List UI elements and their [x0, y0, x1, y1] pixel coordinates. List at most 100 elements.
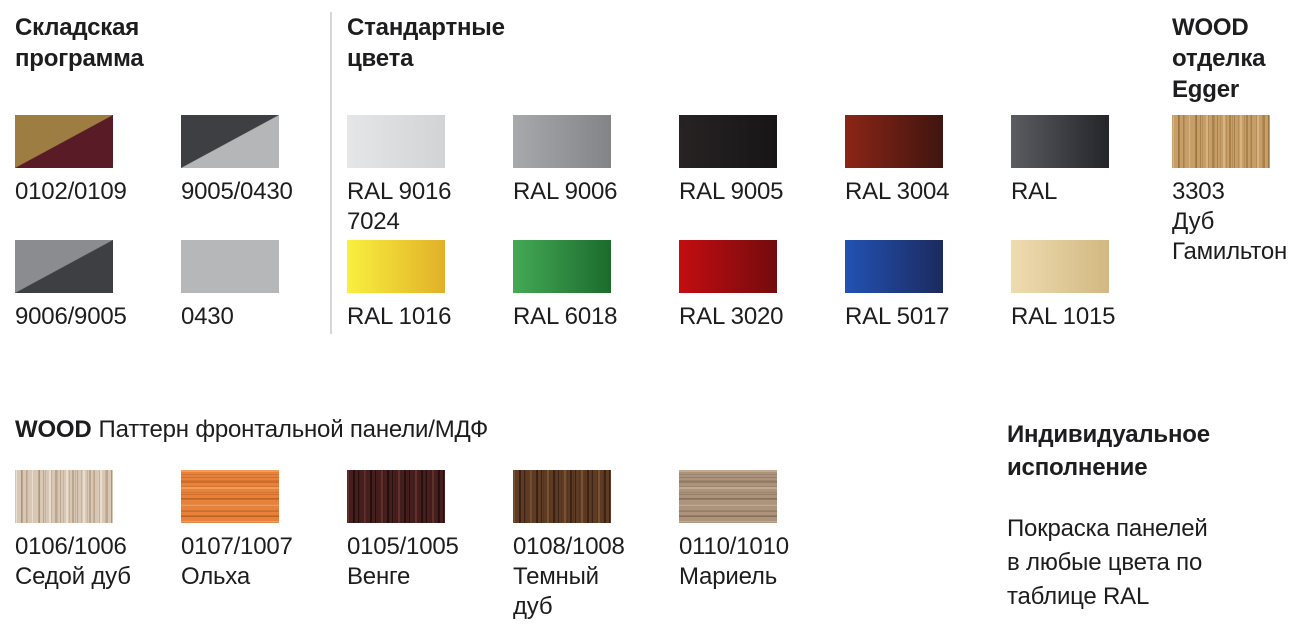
swatch-label-0108-1008: 0108/1008 Темный дуб: [513, 532, 675, 622]
swatch-cell-0105-1005: 0105/1005 Венге: [347, 470, 509, 592]
standard-title-line-2: цвета: [347, 45, 414, 72]
swatch-ral-3020: [679, 240, 777, 293]
swatch-label-line: RAL 3020: [679, 303, 784, 330]
swatch-cell-ral-1015: RAL 1015: [1011, 240, 1173, 332]
swatch-cell-0102-0109: 0102/0109: [15, 115, 177, 207]
swatch-label-ral-1016: RAL 1016: [347, 302, 509, 332]
swatch-9006-9005: [15, 240, 113, 293]
swatch-ral: [1011, 115, 1109, 168]
swatch-label-line: RAL 9005: [679, 178, 784, 205]
swatch-0107-1007: [181, 470, 279, 523]
swatch-label-ral-9006: RAL 9006: [513, 177, 675, 207]
swatch-cell-ral-9016-7024: RAL 9016 7024: [347, 115, 509, 237]
wood-pattern-title-rest: Паттерн фронтальной панели/МДФ: [98, 416, 489, 443]
swatch-label-0105-1005: 0105/1005 Венге: [347, 532, 509, 592]
swatch-cell-9006-9005: 9006/9005: [15, 240, 177, 332]
custom-body-line-2: в любые цвета по: [1007, 549, 1203, 576]
swatch-label-line: 9005/0430: [181, 178, 293, 205]
swatch-label-ral-3004: RAL 3004: [845, 177, 1007, 207]
wood-pattern-title-bold: WOOD: [15, 416, 92, 443]
swatch-cell-ral-9006: RAL 9006: [513, 115, 675, 207]
swatch-label-line: 0105/1005: [347, 533, 459, 560]
swatch-label-line: 0102/0109: [15, 178, 127, 205]
swatch-label-line: RAL 1015: [1011, 303, 1116, 330]
swatch-cell-0107-1007: 0107/1007 Ольха: [181, 470, 343, 592]
swatch-label-line: 9006/9005: [15, 303, 127, 330]
swatch-ral-1016: [347, 240, 445, 293]
swatch-9005-0430: [181, 115, 279, 168]
swatch-label-line: RAL 3004: [845, 178, 950, 205]
swatch-label-line: RAL 6018: [513, 303, 618, 330]
swatch-label-ral-5017: RAL 5017: [845, 302, 1007, 332]
swatch-0106-1006: [15, 470, 113, 523]
warehouse-title-line-2: программа: [15, 45, 144, 72]
swatch-0102-0109: [15, 115, 113, 168]
swatch-cell-ral-3020: RAL 3020: [679, 240, 841, 332]
warehouse-title-line-1: Складская: [15, 14, 140, 41]
standard-section-title: Стандартные цвета: [347, 12, 505, 74]
swatch-cell-ral-1016: RAL 1016: [347, 240, 509, 332]
swatch-label-ral-3020: RAL 3020: [679, 302, 841, 332]
swatch-label-line: Мариель: [679, 563, 778, 590]
swatch-cell-9005-0430: 9005/0430: [181, 115, 343, 207]
standard-title-line-1: Стандартные: [347, 14, 505, 41]
swatch-label-line: Дуб: [1172, 208, 1215, 235]
swatch-ral-9006: [513, 115, 611, 168]
swatch-0108-1008: [513, 470, 611, 523]
swatch-label-0107-1007: 0107/1007 Ольха: [181, 532, 343, 592]
swatch-label-line: Ольха: [181, 563, 250, 590]
swatch-label-line: RAL 1016: [347, 303, 452, 330]
swatch-cell-3303: 3303 Дуб Гамильтон: [1172, 115, 1313, 267]
swatch-cell-ral-6018: RAL 6018: [513, 240, 675, 332]
swatch-cell-ral-3004: RAL 3004: [845, 115, 1007, 207]
custom-body-line-3: таблице RAL: [1007, 583, 1150, 610]
custom-body-line-1: Покраска панелей: [1007, 515, 1208, 542]
swatch-label-line: 0107/1007: [181, 533, 293, 560]
swatch-label-line: Темный: [513, 563, 599, 590]
custom-title-line-1: Индивидуальное: [1007, 421, 1210, 448]
swatch-label-line: RAL: [1011, 178, 1058, 205]
swatch-label-line: Венге: [347, 563, 411, 590]
swatch-ral-5017: [845, 240, 943, 293]
swatch-label-ral-6018: RAL 6018: [513, 302, 675, 332]
swatch-cell-0108-1008: 0108/1008 Темный дуб: [513, 470, 675, 622]
swatch-label-line: RAL 9006: [513, 178, 618, 205]
egger-title-line-3: Egger: [1172, 76, 1240, 103]
swatch-label-3303: 3303 Дуб Гамильтон: [1172, 177, 1313, 267]
swatch-label-9005-0430: 9005/0430: [181, 177, 343, 207]
custom-section-body: Покраска панелей в любые цвета по таблиц…: [1007, 512, 1208, 614]
swatch-label-ral-9005: RAL 9005: [679, 177, 841, 207]
wood-pattern-section-title: WOOD Паттерн фронтальной панели/МДФ: [15, 414, 488, 445]
swatch-label-ral: RAL: [1011, 177, 1173, 207]
swatch-ral-9005: [679, 115, 777, 168]
warehouse-section-title: Складская программа: [15, 12, 144, 74]
swatch-3303: [1172, 115, 1270, 168]
swatch-0105-1005: [347, 470, 445, 523]
swatch-cell-ral-9005: RAL 9005: [679, 115, 841, 207]
swatch-cell-0106-1006: 0106/1006 Седой дуб: [15, 470, 177, 592]
swatch-label-ral-1015: RAL 1015: [1011, 302, 1173, 332]
swatch-0430: [181, 240, 279, 293]
swatch-label-line: 3303: [1172, 178, 1225, 205]
swatch-label-line: дуб: [513, 593, 553, 620]
swatch-label-line: Гамильтон: [1172, 238, 1288, 265]
swatch-ral-3004: [845, 115, 943, 168]
custom-section-title: Индивидуальное исполнение: [1007, 418, 1210, 484]
swatch-cell-ral-5017: RAL 5017: [845, 240, 1007, 332]
swatch-ral-9016-7024: [347, 115, 445, 168]
egger-title-line-2: отделка: [1172, 45, 1266, 72]
swatch-label-ral-9016-7024: RAL 9016 7024: [347, 177, 509, 237]
egger-title-line-1: WOOD: [1172, 14, 1249, 41]
wood-egger-section-title: WOOD отделка Egger: [1172, 12, 1265, 105]
swatch-cell-0110-1010: 0110/1010 Мариель: [679, 470, 841, 592]
swatch-label-line: RAL 9016: [347, 178, 452, 205]
swatch-label-line: 0430: [181, 303, 234, 330]
swatch-label-9006-9005: 9006/9005: [15, 302, 177, 332]
swatch-ral-1015: [1011, 240, 1109, 293]
swatch-cell-ral: RAL: [1011, 115, 1173, 207]
swatch-label-0430: 0430: [181, 302, 343, 332]
swatch-label-0106-1006: 0106/1006 Седой дуб: [15, 532, 177, 592]
swatch-label-0102-0109: 0102/0109: [15, 177, 177, 207]
swatch-label-line: 0106/1006: [15, 533, 127, 560]
